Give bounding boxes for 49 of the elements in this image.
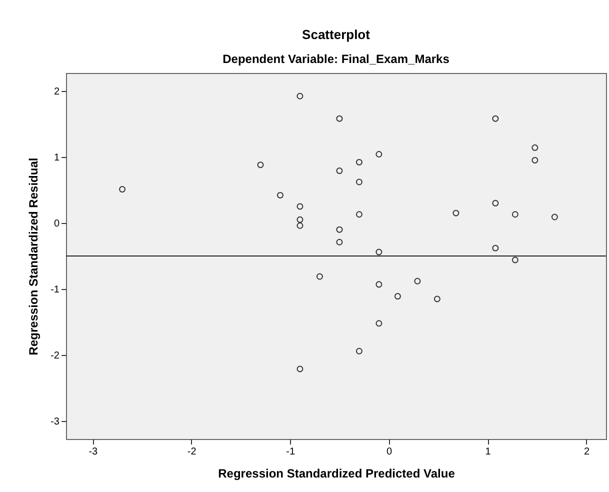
point bbox=[376, 320, 382, 327]
point bbox=[336, 238, 343, 246]
point bbox=[532, 144, 538, 151]
point bbox=[119, 186, 126, 193]
point bbox=[276, 192, 284, 198]
point bbox=[492, 244, 499, 252]
point bbox=[376, 248, 382, 256]
point bbox=[296, 92, 304, 100]
y-tick-label: -3 bbox=[50, 416, 60, 428]
point bbox=[551, 214, 558, 220]
point bbox=[356, 211, 362, 218]
point bbox=[452, 210, 460, 216]
x-axis-title: Regression Standardized Predicted Value bbox=[218, 466, 456, 480]
point bbox=[512, 211, 518, 218]
x-tick-label: -3 bbox=[88, 446, 98, 458]
point bbox=[316, 273, 323, 280]
y-tick-label: 1 bbox=[54, 152, 60, 164]
point bbox=[257, 162, 264, 168]
y-tick-label: -1 bbox=[50, 284, 60, 296]
point bbox=[296, 203, 304, 210]
point bbox=[512, 256, 518, 264]
y-tick-label: 0 bbox=[54, 218, 60, 230]
point bbox=[356, 348, 362, 354]
point bbox=[336, 115, 343, 122]
chart-subtitle: Dependent Variable: Final_Exam_Marks bbox=[222, 52, 450, 66]
point bbox=[336, 226, 343, 233]
point bbox=[376, 281, 382, 288]
point bbox=[356, 158, 362, 166]
point bbox=[414, 278, 421, 284]
point bbox=[394, 293, 401, 300]
x-tick-label: 2 bbox=[584, 446, 590, 458]
point bbox=[434, 296, 440, 302]
point bbox=[376, 151, 382, 158]
x-tick-label: -2 bbox=[187, 446, 197, 458]
y-tick-label: -2 bbox=[50, 350, 60, 362]
point bbox=[356, 178, 362, 186]
point bbox=[492, 200, 499, 206]
point bbox=[296, 222, 304, 229]
x-tick-label: 1 bbox=[485, 446, 492, 458]
point bbox=[296, 216, 304, 223]
chart-title: Scatterplot bbox=[302, 27, 371, 42]
point bbox=[296, 366, 304, 372]
y-axis-title: Regression Standardized Residual bbox=[26, 158, 41, 356]
y-tick-label: 2 bbox=[54, 86, 60, 98]
x-tick-label: 0 bbox=[386, 446, 393, 458]
point bbox=[532, 156, 538, 164]
point bbox=[492, 115, 499, 122]
point bbox=[336, 168, 343, 174]
x-tick-label: -1 bbox=[286, 446, 296, 458]
